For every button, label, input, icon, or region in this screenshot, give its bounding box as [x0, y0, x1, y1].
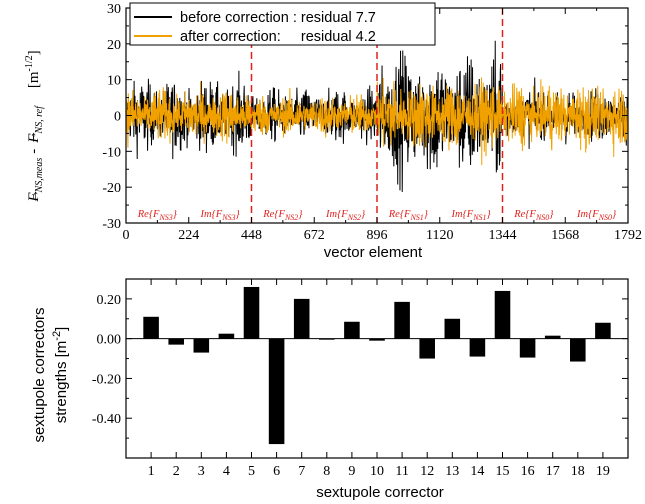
bar-2 [168, 338, 184, 345]
axis-ticks: 0 224 448 672 896 1120 1344 1568 1792 -30 -20 -10 0 1… [102, 2, 642, 243]
segment-label: Re{FNS2} [262, 209, 303, 222]
corrector-bar-chart: 1 2 3 4 5 6 7 8 9 10 11 12 13 14 15 16 17 18 19-0.40-0.200… [31, 278, 629, 501]
x-tick-label: 896 [367, 228, 388, 243]
unit: [m [26, 71, 42, 88]
bar-19 [595, 322, 611, 339]
x-tick-label: 8 [323, 464, 330, 479]
legend: before correction : residual 7.7 after c… [129, 2, 436, 46]
segment-label: Im{FNS3} [200, 209, 241, 222]
bar-15 [494, 290, 511, 339]
x-tick-label: 14 [470, 464, 484, 479]
bar-1 [143, 316, 159, 339]
y-label-close: ] [53, 327, 70, 331]
bar-11 [394, 301, 410, 339]
x-tick-label: 19 [596, 464, 610, 479]
arrow-1: → [26, 189, 42, 204]
x-tick-label: 448 [241, 228, 262, 243]
bar-13 [444, 318, 461, 339]
x-tick-label: 1120 [426, 228, 453, 243]
y-tick-label: 0.00 [97, 333, 122, 348]
arrow-2: → [24, 130, 40, 145]
y-axis-label-line1: sextupole correctors [31, 307, 48, 442]
f-ref-sub: NS, ref [34, 105, 45, 135]
bar-12 [419, 338, 435, 359]
y-axis-label: →FNS,meas-→FNS, ref[m-1/2] [24, 50, 45, 203]
x-axis-label: vector element [324, 244, 423, 261]
y-tick-label: -0.20 [92, 372, 121, 387]
x-tick-label: 18 [571, 464, 585, 479]
x-tick-label: 17 [546, 464, 560, 479]
x-tick-label: 3 [198, 464, 205, 479]
unit-sup: -1/2 [24, 55, 35, 71]
x-tick-label: 2 [173, 464, 180, 479]
x-tick-label: 1344 [489, 228, 517, 243]
minus: - [26, 149, 42, 154]
bar-5 [243, 286, 260, 339]
f-meas-sub: NS,meas [34, 158, 45, 194]
bar-3 [193, 338, 210, 353]
segment-label: Im{FNS0} [576, 209, 617, 222]
y-label-sup: -2 [51, 331, 63, 341]
x-tick-label: 12 [420, 464, 434, 479]
bar-18 [570, 338, 586, 362]
f-meas: F [26, 192, 42, 203]
x-axis-label: sextupole corrector [316, 484, 444, 501]
residual-line-chart: Re{FNS3} Im{FNS3} Re{FNS2} Im{FNS2} Re{FNS1}… [24, 2, 642, 261]
segment-label: Im{FNS1} [451, 209, 492, 222]
f-ref: F [26, 133, 42, 144]
segment-labels: Re{FNS3} Im{FNS3} Re{FNS2} Im{FNS2} Re{FNS1}… [137, 209, 617, 222]
x-tick-label: 9 [348, 464, 355, 479]
x-tick-label: 5 [248, 464, 255, 479]
segment-label: Im{FNS2} [325, 209, 366, 222]
x-tick-label: 1 [148, 464, 155, 479]
bar-7 [293, 298, 310, 339]
x-tick-label: 4 [223, 464, 230, 479]
unit-close: ] [26, 50, 42, 55]
x-tick-label: 0 [123, 228, 130, 243]
plot-frame [125, 278, 629, 459]
x-tick-label: 11 [395, 464, 408, 479]
y-tick-label: 0.20 [97, 293, 122, 308]
y-tick-label: -0.40 [92, 412, 121, 427]
segment-label: Re{FNS3} [137, 209, 178, 222]
segment-label: Re{FNS1} [388, 209, 429, 222]
x-tick-label: 10 [370, 464, 384, 479]
y-axis-label-line2: strengths [m-2] [51, 327, 70, 423]
y-tick-label: 30 [107, 2, 121, 17]
bar-6 [268, 338, 285, 445]
legend-label-before: before correction : residual 7.7 [180, 10, 376, 26]
y-tick-label: -10 [102, 145, 121, 160]
bar-4 [218, 333, 235, 339]
bar-16 [519, 338, 536, 358]
x-tick-label: 1568 [551, 228, 579, 243]
bars [143, 286, 611, 445]
legend-box [129, 2, 436, 46]
x-tick-label: 6 [273, 464, 280, 479]
y-tick-label: 0 [114, 110, 121, 125]
bar-9 [344, 321, 360, 339]
bar-10 [369, 338, 385, 341]
legend-label-after: after correction: residual 4.2 [180, 29, 376, 45]
x-tick-label: 16 [521, 464, 535, 479]
y-tick-label: 20 [107, 38, 121, 53]
y-label-text: strengths [m [53, 341, 70, 424]
bar-17 [544, 335, 561, 339]
y-tick-label: 10 [107, 74, 121, 89]
x-tick-label: 672 [304, 228, 325, 243]
y-tick-label: -30 [102, 217, 121, 232]
x-tick-label: 1792 [614, 228, 642, 243]
segment-label: Re{FNS0} [513, 209, 554, 222]
y-tick-label: -20 [102, 181, 121, 196]
axis-ticks: 1 2 3 4 5 6 7 8 9 10 11 12 13 14 15 16 17 18 19-0.40-0.200… [92, 279, 628, 479]
x-tick-label: 7 [298, 464, 305, 479]
bar-14 [469, 338, 486, 357]
x-tick-label: 13 [445, 464, 459, 479]
x-tick-label: 15 [496, 464, 510, 479]
x-tick-label: 224 [178, 228, 199, 243]
